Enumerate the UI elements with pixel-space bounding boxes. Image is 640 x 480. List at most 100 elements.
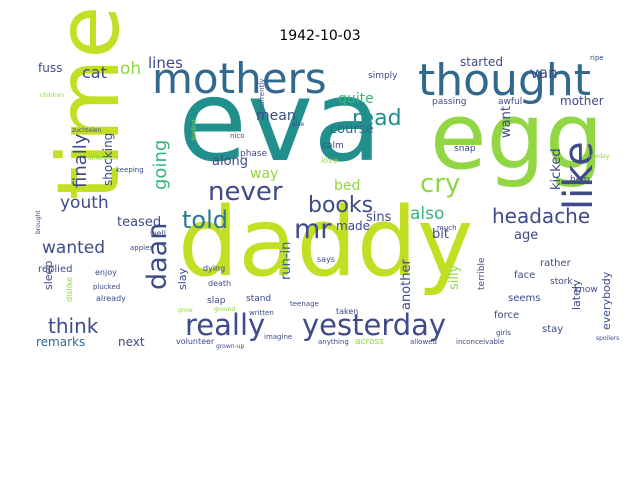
- cloud-word-brought: brought: [35, 210, 42, 234]
- cloud-word-children: children: [40, 92, 64, 99]
- cloud-word-quite: quite: [338, 91, 374, 107]
- cloud-word-written: written: [249, 309, 274, 317]
- cloud-word-teenage: teenage: [290, 300, 319, 308]
- cloud-word-mr: mr: [294, 214, 332, 245]
- cloud-word-mean: mean: [256, 108, 296, 124]
- cloud-word-already: already: [96, 294, 126, 303]
- cloud-word-mothers: mothers: [152, 54, 327, 103]
- cloud-word-daan: daan: [142, 223, 173, 290]
- cloud-word-made: made: [336, 219, 370, 233]
- cloud-word-fuss: fuss: [38, 61, 62, 75]
- cloud-word-cat: cat: [82, 63, 107, 82]
- chart-title: 1942-10-03: [279, 28, 361, 44]
- cloud-word-nico: nico: [230, 132, 245, 140]
- cloud-word-read: read: [352, 106, 402, 131]
- cloud-word-face: face: [514, 270, 535, 281]
- cloud-word-someday: someday: [582, 153, 610, 160]
- cloud-word-seems: seems: [508, 293, 540, 304]
- cloud-word-books: books: [308, 193, 373, 218]
- cloud-word-told: told: [182, 206, 228, 234]
- cloud-word-dying: dying: [203, 264, 225, 273]
- cloud-word-kicked: kicked: [549, 148, 564, 190]
- cloud-word-eva: eva: [178, 57, 382, 187]
- cloud-word-across: across: [355, 337, 384, 347]
- cloud-word-volunteer: volunteer: [176, 337, 215, 346]
- cloud-word-age: age: [514, 228, 538, 243]
- cloud-word-time: time: [39, 6, 139, 200]
- cloud-word-awful: awful: [498, 97, 522, 107]
- cloud-word-lately: lately: [570, 279, 583, 310]
- cloud-word-shocking: shocking: [101, 133, 115, 186]
- cloud-word-everybody: everybody: [600, 271, 613, 330]
- cloud-word-along: along: [212, 154, 248, 169]
- cloud-word-anything: anything: [318, 338, 349, 346]
- cloud-word-stay: stay: [542, 324, 563, 335]
- cloud-word-zuchtelen: zuchtelen: [72, 127, 101, 134]
- cloud-word-daddy: daddy: [178, 188, 473, 298]
- cloud-word-egg: egg: [430, 83, 603, 190]
- cloud-word-dislike: dislike: [65, 277, 74, 302]
- cloud-word-yesterday: yesterday: [302, 308, 446, 342]
- cloud-word-teased: teased: [117, 215, 161, 230]
- cloud-word-rather: rather: [540, 258, 572, 269]
- cloud-word-feeling: feeling: [191, 119, 198, 140]
- cloud-word-imagine: imagine: [264, 333, 292, 341]
- cloud-word-snap: snap: [454, 144, 476, 154]
- cloud-word-thought: thought: [418, 55, 591, 106]
- cloud-word-sins: sins: [366, 210, 392, 225]
- cloud-word-another: another: [399, 259, 414, 310]
- cloud-word-stork: stork: [550, 277, 573, 287]
- cloud-word-know: know: [574, 285, 598, 295]
- cloud-word-terrible: terrible: [477, 257, 487, 290]
- cloud-word-replied: replied: [38, 264, 72, 275]
- cloud-word-death: death: [208, 279, 231, 288]
- cloud-word-taken: taken: [336, 307, 358, 316]
- cloud-word-girls: girls: [496, 329, 511, 337]
- cloud-word-help: help: [570, 175, 590, 185]
- cloud-word-love: love: [321, 156, 338, 165]
- cloud-word-ripe: ripe: [590, 54, 604, 62]
- cloud-word-calm: calm: [322, 141, 344, 151]
- cloud-word-keeping: keeping: [116, 166, 144, 174]
- cloud-word-like: like: [556, 141, 602, 210]
- cloud-word-next: next: [118, 335, 145, 349]
- cloud-word-slay: slay: [176, 267, 189, 290]
- cloud-word-difference: difference: [88, 155, 118, 162]
- cloud-word-sleep: sleep: [42, 261, 55, 290]
- cloud-word-headache: headache: [492, 204, 590, 228]
- cloud-word-way: way: [250, 166, 278, 182]
- cloud-word-going: going: [150, 140, 171, 190]
- cloud-word-inconceivable: inconceivable: [456, 338, 504, 346]
- cloud-word-bit: bit: [432, 227, 449, 242]
- cloud-word-lines: lines: [148, 54, 183, 72]
- cloud-word-bed: bed: [334, 178, 360, 194]
- cloud-word-really: really: [185, 308, 265, 342]
- cloud-word-want: want: [499, 106, 514, 138]
- cloud-word-cry: cry: [420, 169, 460, 199]
- cloud-word-force: force: [494, 310, 519, 321]
- cloud-word-allowed: allowed: [410, 338, 437, 346]
- cloud-word-van: van: [530, 64, 558, 82]
- cloud-word-remarks: remarks: [36, 335, 85, 349]
- cloud-word-finally: finally: [70, 133, 91, 188]
- cloud-word-passing: passing: [432, 97, 467, 107]
- cloud-word-youth: youth: [60, 193, 109, 213]
- cloud-word-oh: oh: [120, 59, 141, 79]
- cloud-word-course: course: [330, 122, 373, 137]
- cloud-word-plucked: plucked: [93, 283, 120, 291]
- cloud-word-grow: grow: [178, 307, 193, 314]
- cloud-word-started: started: [460, 55, 503, 69]
- cloud-word-phase: phase: [240, 149, 268, 159]
- cloud-word-says: says: [317, 255, 335, 264]
- cloud-word-mother: mother: [560, 94, 604, 108]
- cloud-word-slap: slap: [207, 296, 226, 306]
- cloud-word-enjoy: enjoy: [95, 268, 117, 277]
- cloud-word-wanted: wanted: [42, 238, 105, 258]
- cloud-word-silly: silly: [447, 264, 462, 290]
- cloud-word-ground: ground: [214, 306, 235, 313]
- cloud-word-well: well: [150, 229, 166, 238]
- cloud-word-apples: apples: [130, 244, 153, 252]
- cloud-word-grown-up: grown-up: [216, 343, 244, 350]
- cloud-word-spoilers: spoilers: [596, 335, 619, 342]
